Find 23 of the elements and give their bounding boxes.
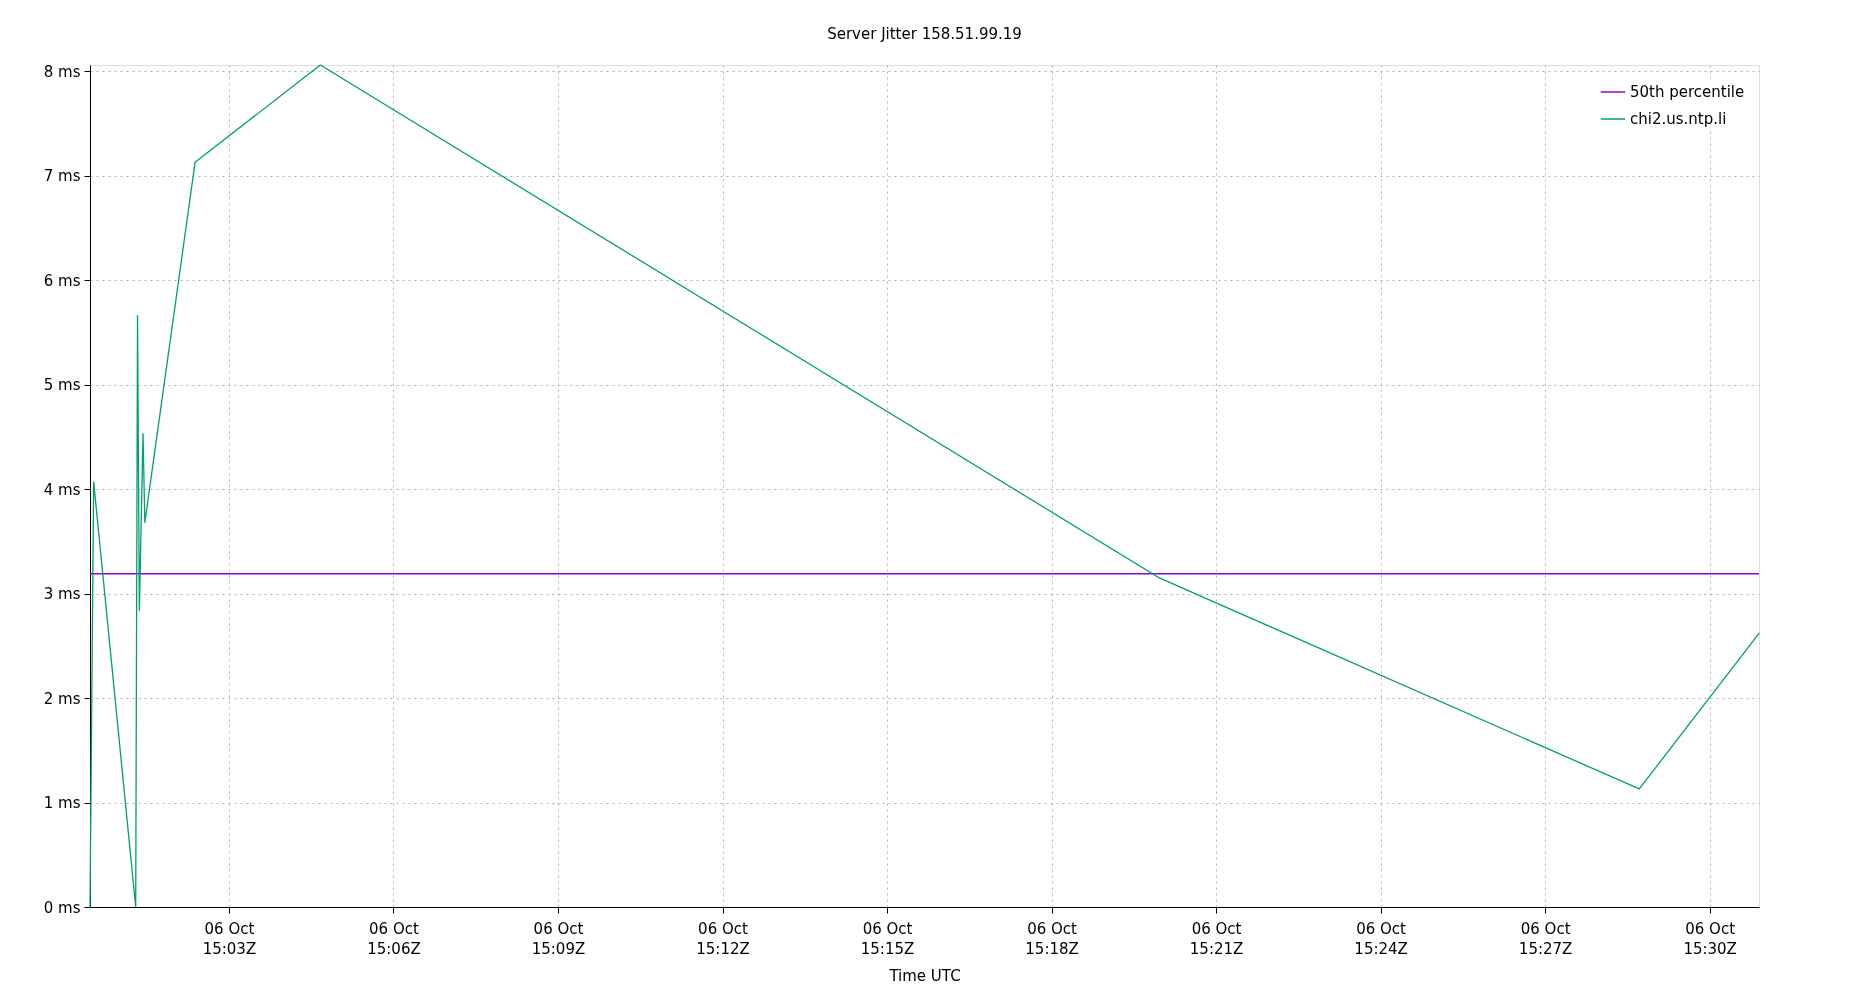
x-tick-label: 06 Oct 15:12Z — [696, 919, 750, 958]
x-tick-label: 06 Oct 15:21Z — [1189, 919, 1244, 958]
legend-label: 50th percentile — [1630, 83, 1745, 101]
y-tick-label: 3 ms — [43, 585, 81, 604]
x-tick-label: 06 Oct 15:30Z — [1683, 919, 1737, 958]
legend-label: chi2.us.ntp.li — [1630, 110, 1727, 128]
y-tick-label: 5 ms — [43, 376, 81, 395]
y-tick-label: 2 ms — [43, 689, 81, 708]
x-tick-label: 06 Oct 15:27Z — [1518, 919, 1573, 958]
x-tick-label: 06 Oct 15:06Z — [367, 919, 421, 958]
y-tick-label: 8 ms — [43, 62, 81, 81]
chart-title: Server Jitter 158.51.99.19 — [827, 25, 1022, 44]
y-tick-label: 4 ms — [43, 480, 81, 499]
x-tick-label: 06 Oct 15:18Z — [1025, 919, 1079, 958]
x-tick-label: 06 Oct 15:03Z — [202, 919, 257, 958]
y-tick-label: 7 ms — [43, 167, 81, 186]
y-tick-label: 1 ms — [43, 794, 81, 813]
x-tick-label: 06 Oct 15:09Z — [531, 919, 586, 958]
x-tick-label: 06 Oct 15:24Z — [1354, 919, 1408, 958]
x-tick-label: 06 Oct 15:15Z — [860, 919, 915, 958]
y-tick-label: 6 ms — [43, 271, 81, 290]
y-tick-label: 0 ms — [43, 898, 81, 917]
x-axis-title: Time UTC — [888, 966, 961, 985]
